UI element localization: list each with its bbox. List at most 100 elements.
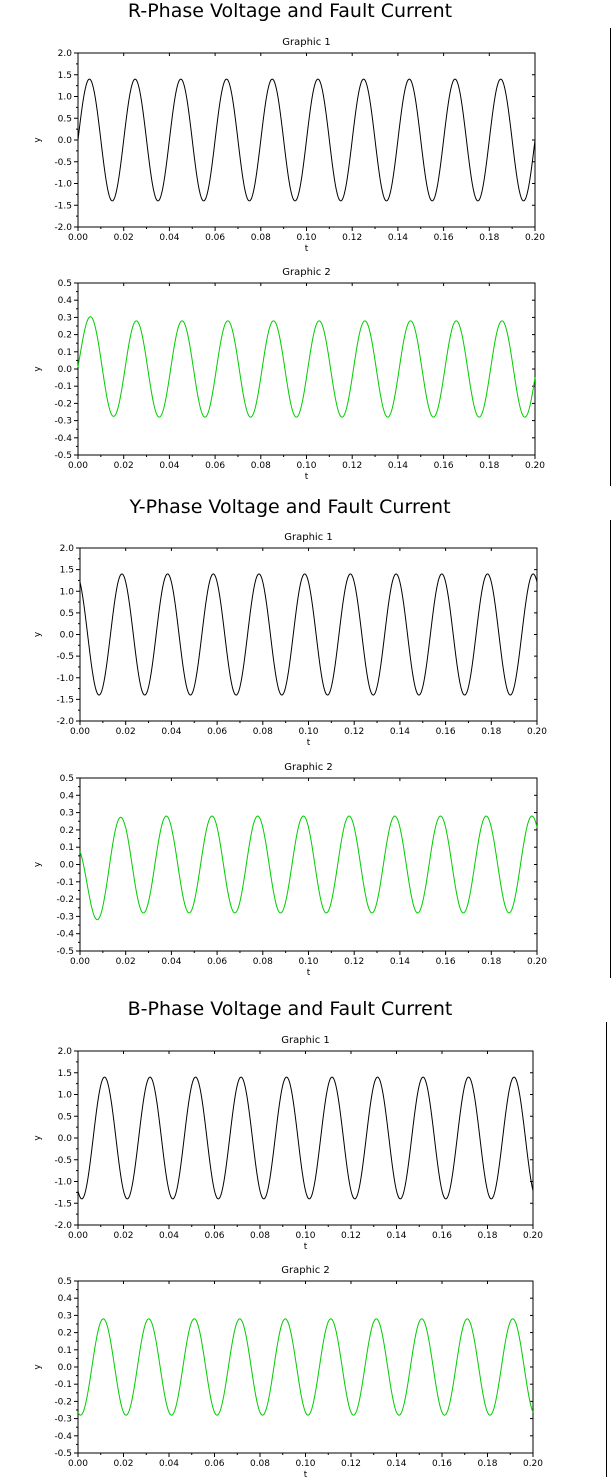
y-tick-label: -0.1 [54,382,72,392]
x-tick-label: 0.20 [527,727,547,737]
y-tick-label: 2.0 [60,544,75,554]
y-tick-label: 0.1 [58,1346,72,1356]
y-tick-label: 0.5 [60,774,74,784]
y-tick-label: 1.5 [58,1069,72,1079]
x-tick-label: 0.06 [205,233,225,243]
y-tick-label: -0.4 [54,434,72,444]
y-tick-label: 2.0 [58,1047,73,1057]
y-axis-label: y [33,861,43,867]
x-tick-label: 0.18 [481,727,501,737]
plot-frame [79,777,538,952]
x-tick-label: 0.14 [386,1459,406,1469]
x-tick-label: 0.06 [205,461,225,471]
y-tick-label: -1.0 [54,1178,72,1188]
y-tick-label: 0.5 [58,1277,72,1287]
x-tick-label: 0.04 [161,727,181,737]
y-tick-label: 0.0 [60,631,75,641]
y-tick-label: 0.5 [60,609,74,619]
x-tick-label: 0.08 [250,1459,270,1469]
x-tick-label: 0.02 [116,727,136,737]
y-tick-label: -0.2 [54,1397,72,1407]
y-tick-label: -0.5 [56,947,74,957]
x-tick-label: 0.20 [523,1231,543,1241]
x-tick-label: 0.08 [251,233,271,243]
x-tick-label: 0.10 [296,233,316,243]
x-tick-label: 0.04 [161,957,181,967]
y-tick-label: -0.2 [54,399,72,409]
x-tick-label: 0.08 [253,957,273,967]
series-line [77,78,536,202]
y-tick-label: 0.0 [58,365,73,375]
x-tick-label: 0.10 [295,1231,315,1241]
y-tick-label: 2.0 [58,49,73,59]
r-phase-current-chart: Graphic 2 -0.5 -0.4 -0.3 -0.2 -0.1 0.0 0.1 0.2 0.… [33,267,545,482]
plot-title: Graphic 2 [284,762,333,773]
x-tick-label: 0.10 [295,1459,315,1469]
window-edge-line [610,520,611,978]
x-axis-label: t [307,968,311,978]
plot-title: Graphic 1 [284,532,333,543]
x-tick-label: 0.02 [114,233,134,243]
y-phase-current-chart: Graphic 2 -0.5 -0.4 -0.3 -0.2 -0.1 0.0 0.1 0.2 0.… [33,762,547,978]
x-tick-label: 0.00 [68,1231,88,1241]
x-tick-label: 0.18 [481,957,501,967]
x-tick-label: 0.00 [68,1459,88,1469]
x-tick-label: 0.10 [298,957,318,967]
x-tick-label: 0.04 [159,1231,179,1241]
x-tick-label: 0.20 [523,1459,543,1469]
y-tick-label: 0.4 [60,791,75,801]
y-axis-label: y [33,1135,43,1141]
x-tick-label: 0.00 [70,727,90,737]
r-phase-voltage-chart: Graphic 1 -2.0 -1.5 -1.0 -0.5 0.0 0.5 1.0 1.5 2.0… [33,37,545,254]
y-axis-label: y [33,631,43,637]
plot-frame [77,1050,534,1226]
section-title-y-phase: Y-Phase Voltage and Fault Current [129,496,451,518]
y-tick-label: 0.2 [58,1329,72,1339]
y-tick-label: -2.0 [56,717,74,727]
y-tick-label: 0.3 [58,1311,72,1321]
y-tick-label: 0.3 [60,809,74,819]
x-tick-label: 0.04 [159,233,179,243]
y-tick-label: -0.1 [54,1380,72,1390]
y-tick-label: -0.2 [56,895,74,905]
x-tick-label: 0.12 [342,461,362,471]
plot-frame [77,282,536,456]
y-axis-label: y [33,1364,43,1370]
x-tick-label: 0.14 [388,233,408,243]
y-tick-label: 1.0 [58,93,73,103]
y-tick-label: 1.0 [60,587,75,597]
plot-frame [79,547,538,722]
y-tick-label: 0.0 [58,1134,73,1144]
x-tick-label: 0.08 [250,1231,270,1241]
x-tick-label: 0.12 [341,1459,361,1469]
x-tick-label: 0.20 [525,461,545,471]
y-tick-label: -1.0 [54,180,72,190]
y-tick-label: 0.0 [58,136,73,146]
x-tick-label: 0.16 [436,727,456,737]
plot-title: Graphic 2 [281,1265,330,1276]
x-tick-label: 0.10 [298,727,318,737]
plot-title: Graphic 2 [282,267,331,278]
x-tick-label: 0.00 [68,461,88,471]
y-tick-label: 1.5 [60,566,74,576]
plot-frame [77,1280,534,1454]
x-tick-label: 0.02 [116,957,136,967]
window-edge-line [610,28,611,486]
x-tick-label: 0.14 [386,1231,406,1241]
y-tick-label: 0.5 [58,114,72,124]
y-tick-label: -1.0 [56,674,74,684]
x-tick-label: 0.12 [344,727,364,737]
y-tick-label: 0.5 [58,279,72,289]
y-tick-label: -0.3 [56,912,74,922]
y-tick-label: 0.3 [58,313,72,323]
x-tick-label: 0.00 [70,957,90,967]
y-tick-label: -1.5 [56,695,74,705]
x-tick-label: 0.16 [434,233,454,243]
plot-title: Graphic 1 [282,37,331,48]
x-tick-label: 0.18 [477,1231,497,1241]
x-tick-label: 0.18 [477,1459,497,1469]
x-tick-label: 0.12 [342,233,362,243]
y-axis-label: y [33,137,43,143]
y-tick-label: -1.5 [54,201,72,211]
x-tick-label: 0.18 [479,233,499,243]
